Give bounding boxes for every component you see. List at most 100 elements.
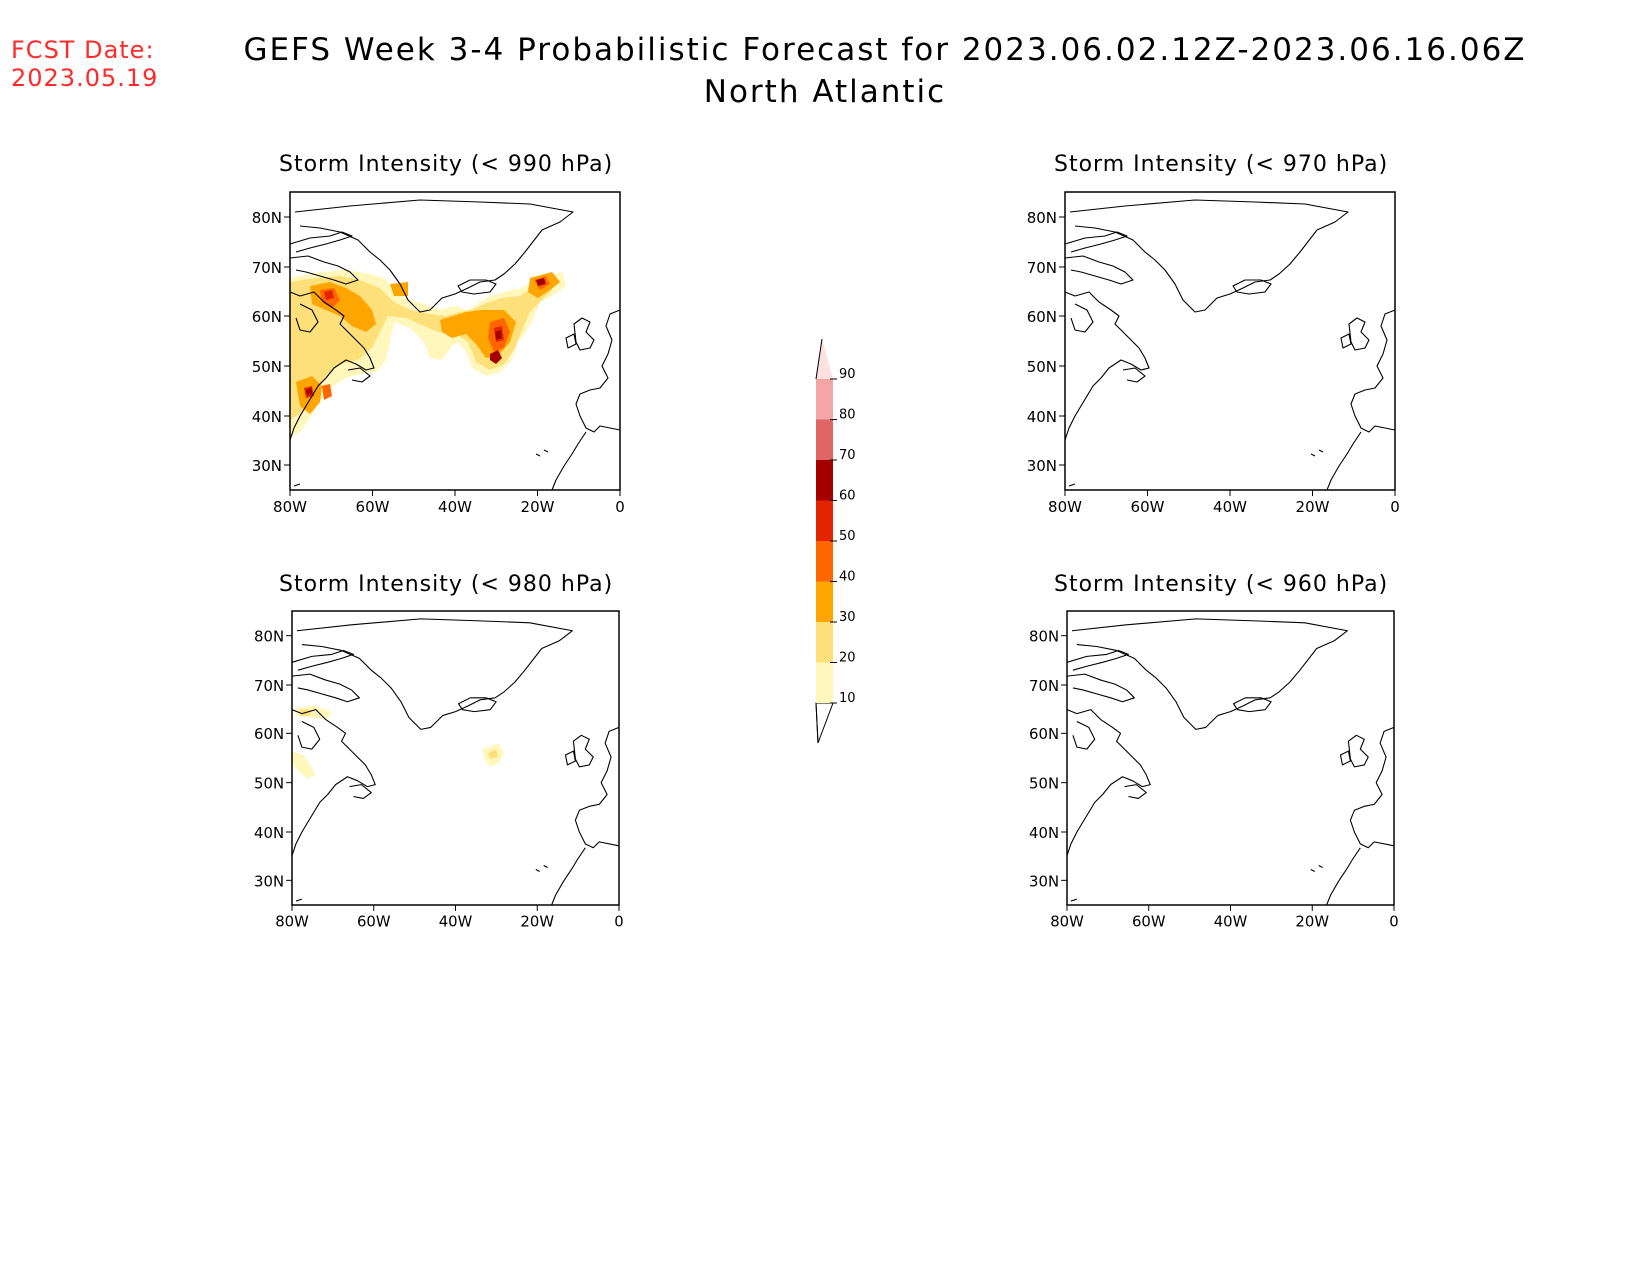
coastline bbox=[1070, 303, 1094, 333]
coastline bbox=[1071, 618, 1348, 730]
map-panel-980: 80N 70N 60N 50N 40N 30N 80W 60W 40W 20W 0 bbox=[254, 610, 624, 931]
probability-shading bbox=[296, 272, 560, 414]
lat-tick-label: 30N bbox=[254, 873, 284, 890]
lon-tick-label: 80W bbox=[1050, 914, 1084, 931]
fcst-date-value: 2023.05.19 bbox=[11, 64, 159, 92]
lon-tick-label: 20W bbox=[1296, 498, 1330, 516]
lon-tick-label: 40W bbox=[438, 498, 472, 516]
coastline bbox=[291, 673, 360, 703]
coastline bbox=[1340, 333, 1352, 349]
lat-tick-label: 70N bbox=[1029, 678, 1059, 695]
coastline bbox=[564, 750, 576, 766]
coastline bbox=[1066, 673, 1135, 703]
coastline bbox=[573, 317, 595, 351]
lat-tick-label: 40N bbox=[1027, 408, 1057, 426]
colorbar-tick-label: 60 bbox=[839, 489, 856, 504]
coastline bbox=[551, 847, 586, 906]
fcst-date-label: FCST Date: bbox=[11, 36, 155, 64]
lon-tick-label: 20W bbox=[1295, 914, 1329, 931]
map-frame bbox=[1066, 610, 1395, 906]
lat-tick-label: 60N bbox=[254, 726, 284, 743]
lat-tick-label: 50N bbox=[1027, 358, 1057, 376]
lat-tick-label: 70N bbox=[252, 259, 282, 277]
coastline bbox=[1339, 750, 1351, 766]
coastline bbox=[295, 898, 303, 902]
lat-tick-label: 30N bbox=[1027, 457, 1057, 475]
colorbar-tick-label: 70 bbox=[839, 448, 856, 463]
colorbar-tick-label: 90 bbox=[839, 367, 856, 382]
lat-tick-label: 80N bbox=[1029, 629, 1059, 646]
panel-title-980: Storm Intensity (< 980 hPa) bbox=[279, 572, 614, 597]
coastline bbox=[1350, 309, 1396, 433]
lon-tick-label: 20W bbox=[520, 914, 554, 931]
lon-tick-label: 40W bbox=[1214, 914, 1248, 931]
coastline bbox=[289, 255, 359, 285]
coastline bbox=[535, 865, 548, 872]
page-title: GEFS Week 3-4 Probabilistic Forecast for… bbox=[243, 32, 1527, 68]
coastline bbox=[575, 309, 621, 433]
lon-tick-label: 0 bbox=[615, 498, 625, 516]
coastline bbox=[294, 199, 574, 313]
coastline bbox=[1070, 898, 1078, 902]
map-panel-970: 80N 70N 60N 50N 40N 30N 80W 60W 40W 20W 0 bbox=[1027, 191, 1400, 516]
coastline bbox=[457, 697, 497, 713]
map-panel-960: 80N 70N 60N 50N 40N 30N 80W 60W 40W 20W 0 bbox=[1029, 610, 1399, 931]
probability-shading bbox=[320, 276, 550, 400]
coastline bbox=[574, 726, 620, 849]
coastline bbox=[1310, 449, 1324, 457]
panel-title-990: Storm Intensity (< 990 hPa) bbox=[279, 152, 614, 177]
coastline bbox=[347, 367, 371, 383]
lat-tick-label: 50N bbox=[1029, 776, 1059, 793]
lat-tick-label: 40N bbox=[254, 825, 284, 842]
coastline bbox=[535, 449, 549, 457]
panel-title-960: Storm Intensity (< 960 hPa) bbox=[1054, 572, 1389, 597]
lat-tick-label: 70N bbox=[254, 678, 284, 695]
lat-tick-label: 70N bbox=[1027, 259, 1057, 277]
lon-tick-label: 60W bbox=[1132, 914, 1166, 931]
coastline bbox=[572, 734, 594, 768]
map-frame bbox=[291, 610, 620, 906]
coastline bbox=[1066, 709, 1151, 856]
coastline bbox=[1122, 367, 1146, 383]
coastline bbox=[1069, 199, 1349, 313]
coastline bbox=[1310, 865, 1323, 872]
panel-title-970: Storm Intensity (< 970 hPa) bbox=[1054, 152, 1389, 177]
coastline bbox=[1326, 431, 1362, 491]
coastline bbox=[1232, 697, 1272, 713]
lon-tick-label: 20W bbox=[521, 498, 555, 516]
map-frame bbox=[1064, 191, 1396, 491]
lon-tick-label: 60W bbox=[357, 914, 391, 931]
coastline bbox=[291, 709, 376, 856]
lat-tick-label: 30N bbox=[252, 457, 282, 475]
colorbar-swatch bbox=[816, 541, 833, 582]
coastline bbox=[1349, 726, 1395, 849]
colorbar-tick-label: 30 bbox=[839, 610, 856, 625]
coastline bbox=[1072, 721, 1096, 750]
coastline bbox=[296, 618, 573, 730]
colorbar-tick-label: 50 bbox=[839, 529, 856, 544]
coastline bbox=[289, 291, 375, 441]
colorbar-legend: 10 20 30 40 50 60 70 80 90 bbox=[815, 338, 856, 744]
lat-tick-label: 60N bbox=[252, 308, 282, 326]
coastline bbox=[297, 721, 321, 750]
lat-tick-label: 30N bbox=[1029, 873, 1059, 890]
lon-tick-label: 0 bbox=[1390, 498, 1400, 516]
colorbar-tick-label: 80 bbox=[839, 408, 856, 423]
colorbar-swatch bbox=[816, 622, 833, 663]
lon-tick-label: 40W bbox=[1213, 498, 1247, 516]
lon-tick-label: 80W bbox=[1048, 498, 1082, 516]
lat-tick-label: 60N bbox=[1029, 726, 1059, 743]
colorbar-tick-label: 10 bbox=[839, 691, 856, 706]
colorbar-swatch bbox=[816, 379, 833, 420]
lon-tick-label: 0 bbox=[614, 914, 623, 931]
colorbar-tick-label: 20 bbox=[839, 651, 856, 666]
map-panel-990: 80N 70N 60N 50N 40N 30N 80W 60W 40W 20W 0 bbox=[252, 191, 625, 516]
lat-tick-label: 40N bbox=[252, 408, 282, 426]
lat-tick-label: 60N bbox=[1027, 308, 1057, 326]
lat-tick-label: 80N bbox=[1027, 209, 1057, 227]
coastline bbox=[1064, 291, 1150, 441]
lat-tick-label: 40N bbox=[1029, 825, 1059, 842]
colorbar-tick-label: 40 bbox=[839, 570, 856, 585]
coastline bbox=[1326, 847, 1361, 906]
probability-shading bbox=[306, 278, 546, 395]
